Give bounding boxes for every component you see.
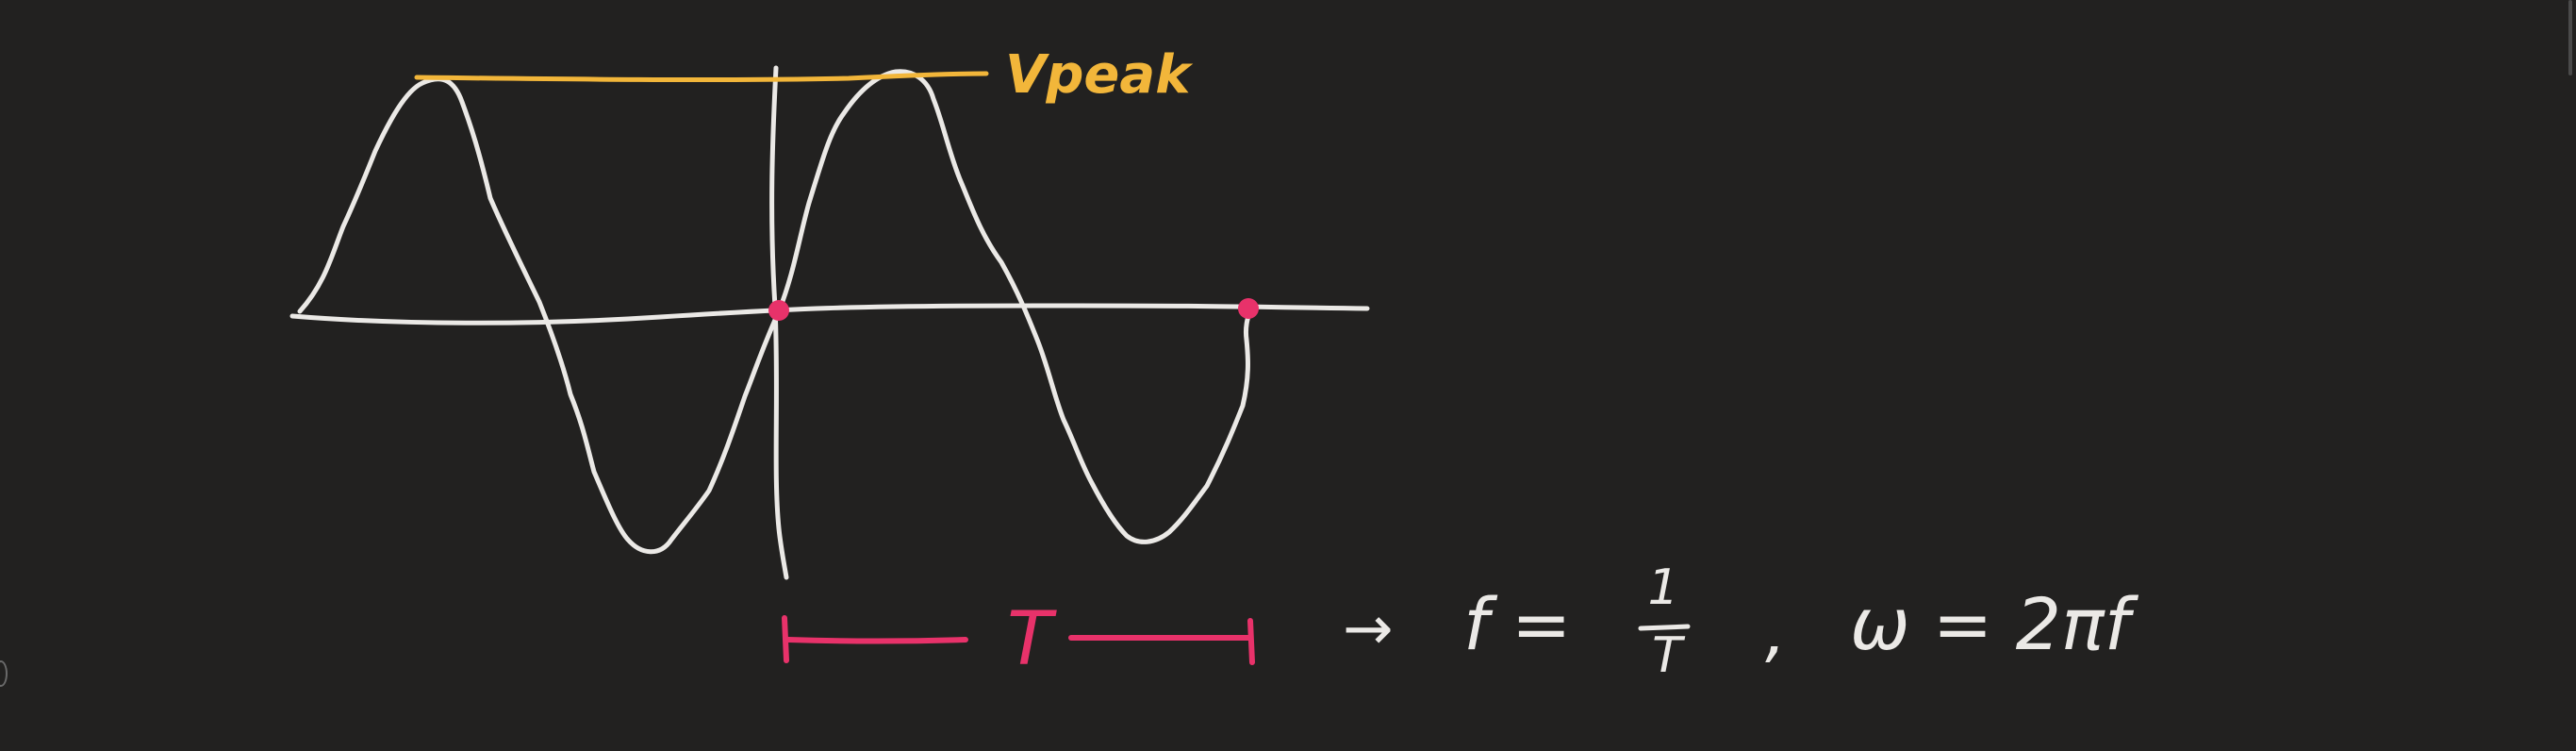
sine-wave (297, 69, 1253, 555)
vertical-axis (769, 65, 789, 580)
zero-crossing-marker-1 (768, 300, 789, 321)
frequency-denominator: T (1652, 627, 1686, 684)
arrow-symbol: → (1343, 594, 1394, 664)
zero-crossing-marker-2 (1238, 298, 1259, 319)
vpeak-line (414, 71, 989, 83)
period-label: T (1007, 597, 1057, 682)
angular-frequency-formula: ω = 2πf (1850, 582, 2139, 666)
vertical-scrollbar[interactable] (2568, 0, 2572, 75)
fraction-bar (1638, 624, 1691, 631)
frequency-lhs: f = (1463, 582, 1572, 666)
frequency-numerator: 1 (1647, 559, 1678, 616)
comma-separator: , (1765, 593, 1786, 671)
time-axis (289, 303, 1370, 325)
period-bracket (782, 615, 1255, 665)
vpeak-label: Vpeak (1005, 44, 1194, 106)
